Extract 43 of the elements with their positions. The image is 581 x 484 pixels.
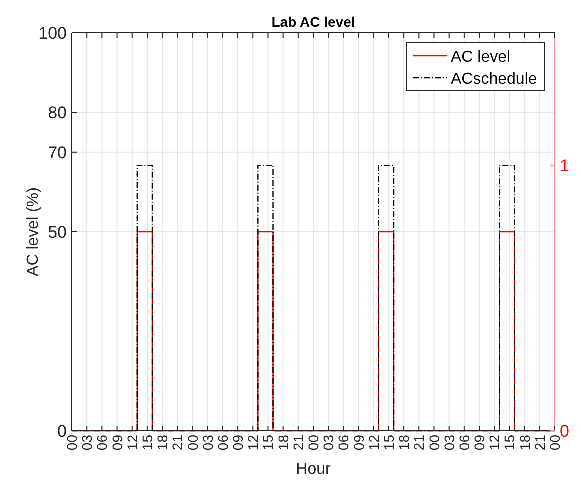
chart-title: Lab AC level <box>272 14 356 30</box>
legend-label: ACschedule <box>451 71 538 88</box>
x-tick-label: 09 <box>472 434 488 451</box>
x-tick-label: 21 <box>290 434 306 451</box>
x-tick-label: 18 <box>154 434 171 451</box>
x-tick-label: 00 <box>184 434 201 451</box>
x-tick-label: 06 <box>456 434 472 451</box>
x-tick-label: 18 <box>396 434 412 451</box>
y-tick-label: 50 <box>48 223 67 242</box>
x-tick-label: 03 <box>320 434 337 451</box>
x-tick-label: 03 <box>200 434 216 451</box>
x-tick-label: 06 <box>214 434 231 451</box>
x-tick-label: 06 <box>336 434 352 451</box>
y-tick-label: 0 <box>58 422 67 441</box>
x-tick-label: 12 <box>486 434 503 451</box>
y-tick-label: 80 <box>48 104 67 123</box>
legend-label: AC level <box>451 49 511 66</box>
x-tick-label: 15 <box>502 434 518 451</box>
x-tick-label: 09 <box>350 434 367 451</box>
x-tick-label: 03 <box>79 434 96 451</box>
x-tick-label: 03 <box>441 434 458 451</box>
x-tick-label: 15 <box>380 434 397 451</box>
x-tick-label: 12 <box>366 434 382 451</box>
x-axis-title: Hour <box>296 461 332 478</box>
x-tick-label: 09 <box>230 434 246 451</box>
x-tick-label: 09 <box>109 434 126 451</box>
x-tick-label: 00 <box>426 434 442 451</box>
x-tick-label: 15 <box>260 434 276 451</box>
y-tick-label: 100 <box>38 24 67 43</box>
x-tick-label: 15 <box>139 434 156 451</box>
x-tick-label: 12 <box>124 434 140 451</box>
x-tick-label: 21 <box>532 434 548 451</box>
y-axis-title: AC level (%) <box>25 188 42 276</box>
y-tick-label: 70 <box>48 143 67 162</box>
x-tick-label: 21 <box>411 434 428 451</box>
x-tick-label: 06 <box>94 434 110 451</box>
y2-tick-label: 0 <box>560 422 570 441</box>
x-tick-label: 18 <box>516 434 533 451</box>
y2-tick-label: 1 <box>560 156 570 176</box>
x-tick-label: 21 <box>170 434 186 451</box>
x-tick-label: 12 <box>245 434 262 451</box>
x-tick-label: 00 <box>306 434 322 451</box>
x-tick-label: 18 <box>275 434 292 451</box>
